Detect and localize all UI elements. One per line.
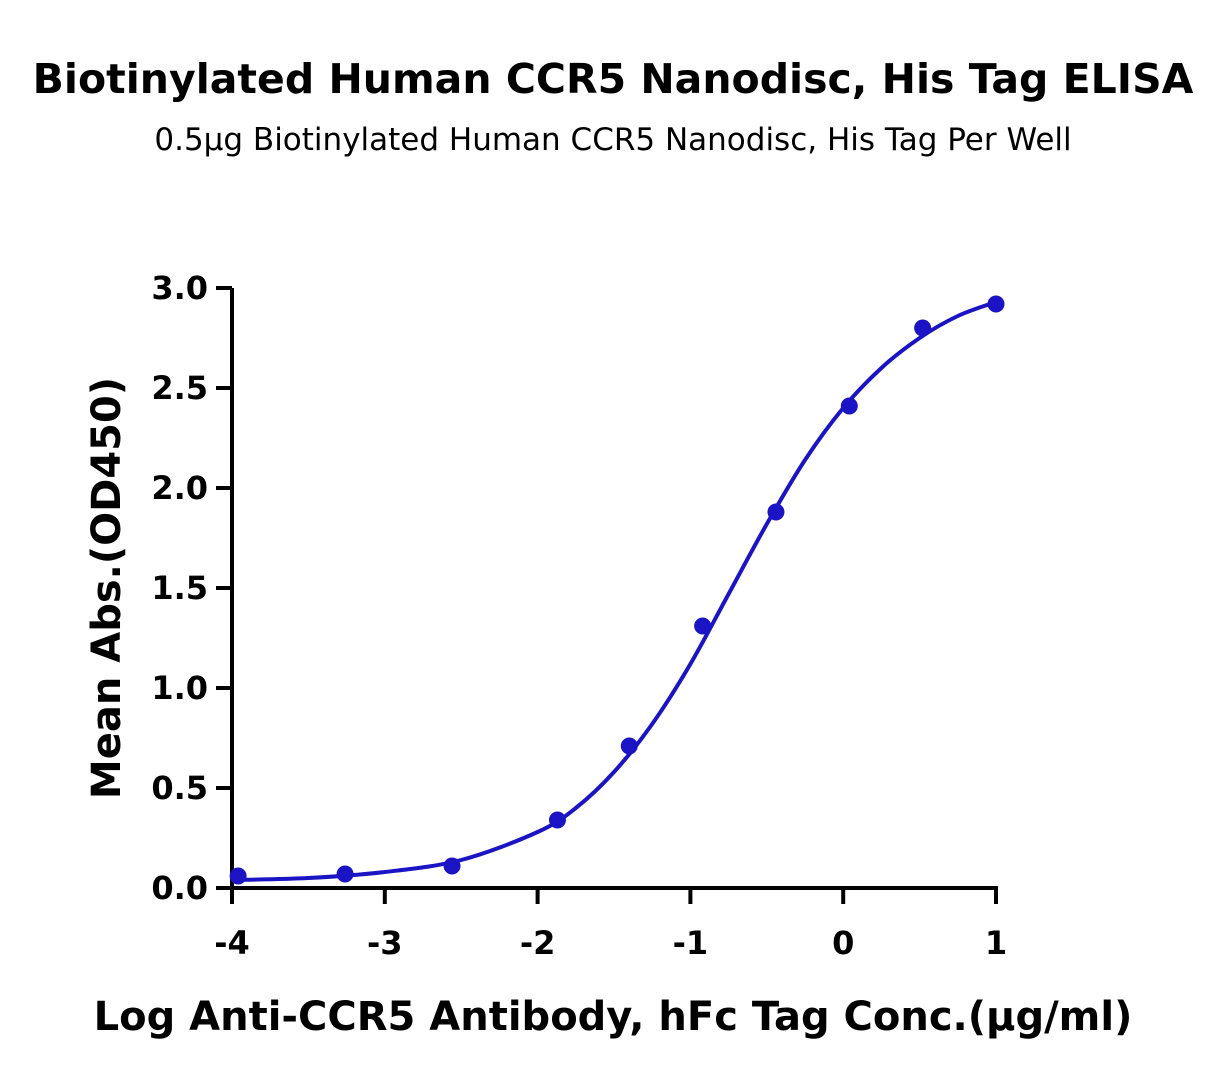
x-tick-label: -3	[367, 924, 403, 962]
data-point	[229, 867, 247, 885]
data-point	[694, 617, 712, 635]
data-point	[767, 503, 785, 521]
y-tick-label: 2.5	[151, 369, 208, 407]
x-tick-label: -1	[673, 924, 709, 962]
y-axis-title: Mean Abs.(OD450)	[84, 377, 130, 799]
y-tick-label: 1.0	[151, 669, 208, 707]
y-ticks: 0.0 0.5 1.0 1.5 2.0 2.5 3.0	[151, 269, 232, 907]
x-ticks: -4 -3 -2 -1 0 1	[214, 888, 1007, 962]
data-point	[620, 737, 638, 755]
data-point	[443, 857, 461, 875]
data-point	[914, 319, 932, 337]
x-tick-label: 0	[832, 924, 854, 962]
y-tick-label: 2.0	[151, 469, 208, 507]
data-point	[548, 811, 566, 829]
y-tick-label: 0.5	[151, 769, 208, 807]
y-tick-label: 1.5	[151, 569, 208, 607]
data-point	[840, 397, 858, 415]
chart-subtitle: 0.5µg Biotinylated Human CCR5 Nanodisc, …	[154, 122, 1071, 158]
x-tick-label: -2	[520, 924, 556, 962]
points-layer	[229, 295, 1005, 885]
axes	[230, 288, 998, 890]
fit-curve	[231, 300, 997, 882]
y-tick-label: 3.0	[151, 269, 208, 307]
data-point	[336, 865, 354, 883]
y-tick-label: 0.0	[151, 869, 208, 907]
fit-layer	[231, 300, 997, 882]
chart-title: Biotinylated Human CCR5 Nanodisc, His Ta…	[33, 55, 1194, 103]
data-point	[987, 295, 1005, 313]
x-tick-label: -4	[214, 924, 250, 962]
x-tick-label: 1	[985, 924, 1007, 962]
x-axis-title: Log Anti-CCR5 Antibody, hFc Tag Conc.(µg…	[94, 994, 1133, 1040]
